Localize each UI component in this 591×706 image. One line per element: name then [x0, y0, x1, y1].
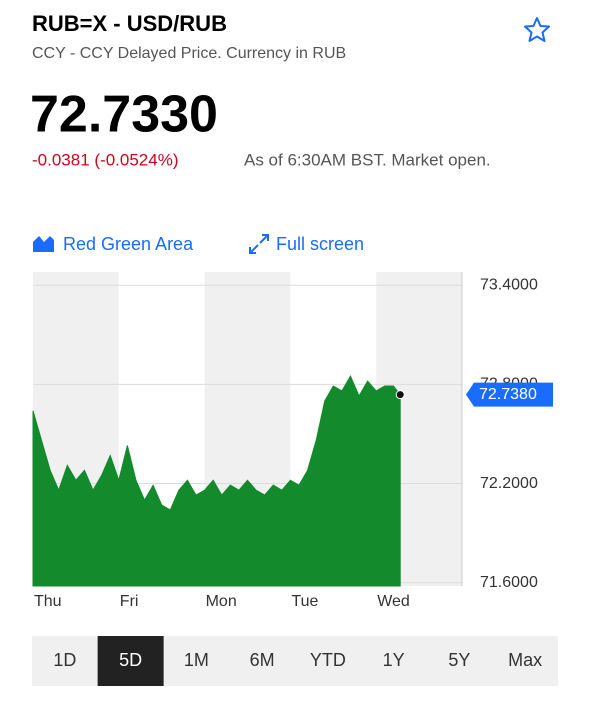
- quote-title: RUB=X - USD/RUB: [32, 11, 227, 36]
- plot: ThuFriMonTueWed73.400072.800072.200071.6…: [32, 272, 553, 610]
- chart-style-label: Red Green Area: [63, 234, 194, 254]
- range-selected: [97, 636, 164, 686]
- x-tick-label: Wed: [377, 593, 410, 610]
- as-of: As of 6:30AM BST. Market open.: [244, 150, 491, 169]
- range-option[interactable]: 1M: [184, 650, 209, 670]
- y-tick-label: 73.4000: [480, 276, 538, 293]
- price-change: -0.0381 (-0.0524%): [32, 150, 178, 169]
- price: 72.7330: [30, 86, 218, 144]
- current-price-tag: [466, 382, 553, 407]
- y-tick-label: 72.2000: [480, 475, 538, 492]
- current-price-label: 72.7380: [479, 386, 537, 403]
- x-tick-label: Mon: [206, 593, 237, 610]
- range-option[interactable]: Max: [508, 650, 542, 670]
- y-tick-label: 71.6000: [480, 574, 538, 591]
- range-option[interactable]: YTD: [310, 650, 346, 670]
- x-tick-label: Tue: [291, 593, 318, 610]
- full-screen-label: Full screen: [276, 234, 364, 254]
- range-option[interactable]: 5D: [119, 650, 142, 670]
- range-option[interactable]: 5Y: [448, 650, 470, 670]
- x-tick-label: Fri: [120, 593, 139, 610]
- range-selector: 1D 5D 1M 6M YTD 1Y 5Y Max: [53, 636, 542, 686]
- full-screen-button[interactable]: Full screen: [249, 234, 364, 254]
- range-option[interactable]: 1Y: [383, 650, 405, 670]
- last-point: [395, 390, 405, 400]
- chart-style-button[interactable]: Red Green Area: [33, 234, 194, 254]
- watchlist-star[interactable]: [524, 17, 550, 42]
- quote-subtitle: CCY - CCY Delayed Price. Currency in RUB: [32, 45, 346, 62]
- x-tick-label: Thu: [34, 593, 62, 610]
- price-area: [32, 375, 401, 587]
- range-option[interactable]: 6M: [250, 650, 275, 670]
- range-option[interactable]: 1D: [53, 650, 76, 670]
